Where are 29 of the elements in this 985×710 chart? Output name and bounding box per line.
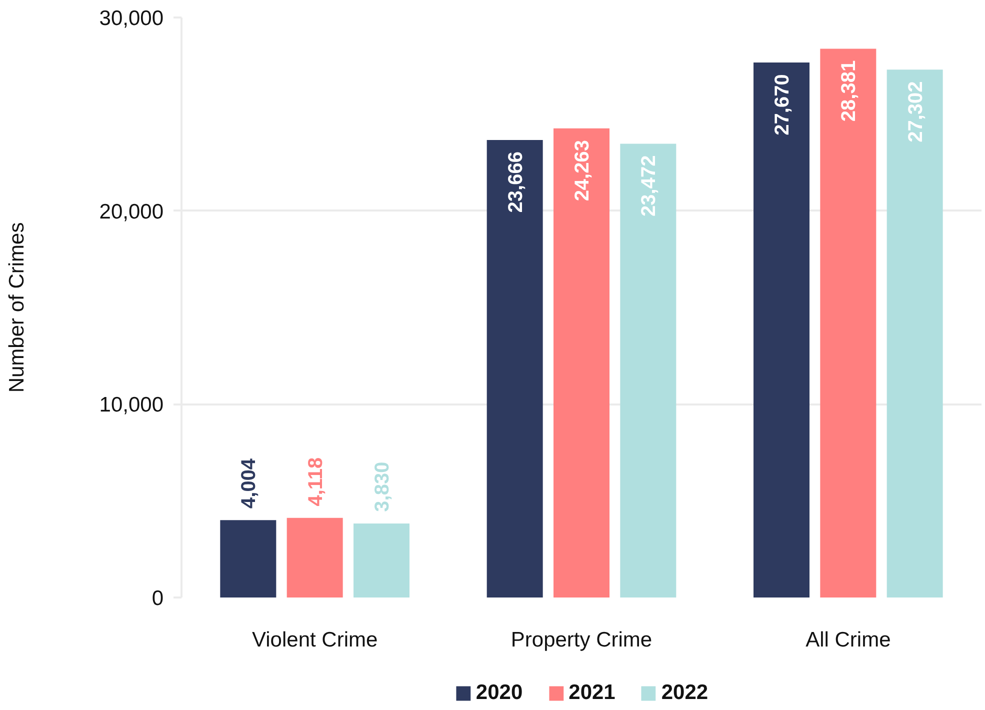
bar [354, 523, 410, 598]
y-tick-label: 0 [152, 587, 164, 610]
data-label: 23,666 [504, 152, 527, 213]
data-label: 4,004 [238, 458, 260, 508]
data-label: 28,381 [838, 60, 860, 122]
bar [886, 70, 943, 598]
x-tick-label: All Crime [806, 628, 891, 652]
x-tick-label: Violent Crime [252, 628, 378, 652]
data-label: 3,830 [372, 462, 394, 512]
y-tick-label: 10,000 [99, 394, 164, 417]
legend-label: 2020 [476, 681, 523, 705]
bar [220, 520, 276, 598]
bar [620, 144, 676, 598]
legend-label: 2022 [661, 681, 708, 705]
bar [754, 62, 810, 598]
y-axis-title: Number of Crimes [5, 222, 28, 393]
legend-label: 2021 [568, 681, 616, 705]
data-label: 27,670 [772, 74, 794, 136]
bar [554, 128, 610, 598]
y-tick-label: 30,000 [99, 7, 164, 30]
x-tick-label: Property Crime [510, 628, 652, 652]
data-label: 23,472 [638, 155, 660, 216]
data-label: 24,263 [572, 140, 594, 202]
bar [286, 518, 343, 598]
data-label: 4,118 [304, 457, 327, 506]
bar [820, 48, 876, 598]
bar [486, 140, 543, 598]
data-label: 27,302 [904, 81, 927, 142]
y-tick-label: 20,000 [99, 200, 164, 224]
